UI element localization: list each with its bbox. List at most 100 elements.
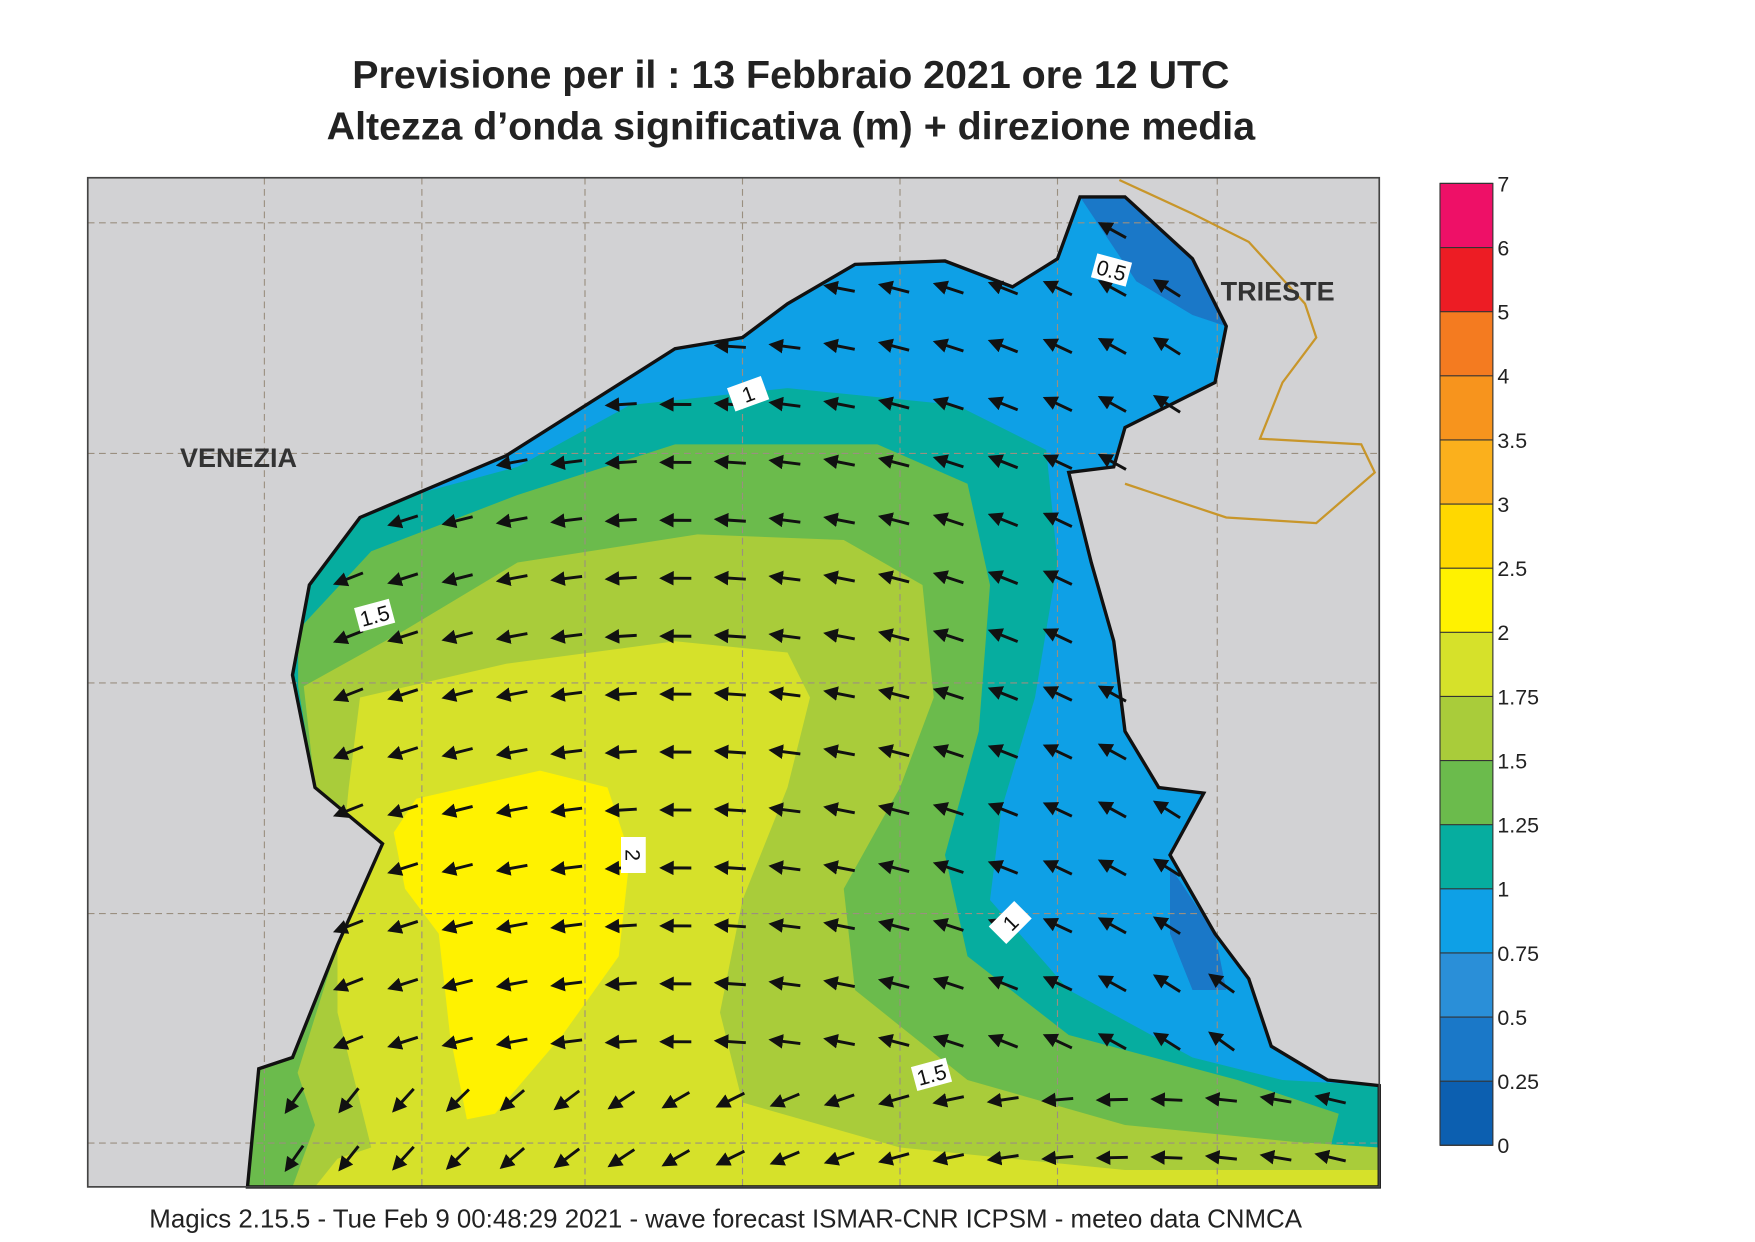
- direction-arrow: [768, 512, 801, 528]
- direction-arrow: [1150, 1150, 1183, 1165]
- direction-arrow: [1042, 628, 1073, 644]
- direction-arrow: [877, 1033, 910, 1049]
- direction-arrow: [604, 397, 637, 412]
- colorbar-band: [1440, 504, 1493, 569]
- direction-arrow: [877, 396, 910, 411]
- direction-arrow: [987, 686, 1019, 701]
- direction-arrow: [661, 1149, 691, 1167]
- direction-arrow: [823, 280, 856, 296]
- direction-arrow: [1259, 1091, 1292, 1107]
- direction-arrow: [495, 1035, 528, 1050]
- direction-arrow: [1097, 338, 1127, 355]
- colorbar-band: [1440, 1017, 1493, 1082]
- direction-arrow: [713, 802, 746, 818]
- colorbar-band: [1440, 888, 1493, 953]
- direction-arrow: [387, 977, 419, 992]
- direction-arrow: [1097, 801, 1127, 819]
- direction-arrow: [823, 570, 856, 585]
- label-box: [988, 901, 1032, 944]
- direction-arrow: [713, 860, 746, 876]
- direction-arrow: [1097, 917, 1127, 935]
- colorbar-tick-label: 0: [1497, 1134, 1509, 1158]
- direction-arrow: [441, 803, 473, 818]
- direction-arrow: [932, 686, 964, 701]
- direction-arrow: [441, 571, 473, 587]
- direction-arrow: [607, 1090, 636, 1110]
- direction-arrow: [823, 686, 856, 701]
- direction-arrow: [495, 861, 528, 876]
- direction-arrow: [550, 976, 583, 992]
- label-text: 2: [621, 849, 645, 861]
- direction-arrow: [1041, 1092, 1074, 1108]
- direction-arrow: [441, 629, 473, 644]
- direction-arrow: [1204, 1092, 1238, 1107]
- direction-arrow: [1095, 1150, 1128, 1165]
- direction-arrow: [713, 744, 746, 760]
- direction-arrow: [1314, 1149, 1347, 1165]
- direction-arrow: [284, 1086, 305, 1115]
- direction-arrow: [1097, 453, 1127, 471]
- map-frame: [86, 176, 1381, 1188]
- direction-arrow: [445, 1088, 470, 1112]
- colorbar-tick-label: 1: [1497, 878, 1509, 902]
- direction-arrow: [1152, 279, 1181, 298]
- direction-arrow: [1042, 280, 1073, 297]
- direction-arrow: [713, 686, 746, 702]
- direction-arrow: [877, 570, 910, 585]
- direction-arrow: [878, 1093, 910, 1108]
- direction-arrow: [604, 976, 637, 992]
- direction-arrow: [823, 1034, 856, 1049]
- direction-arrow: [550, 745, 583, 760]
- label-box: [1090, 253, 1133, 287]
- direction-arrow: [332, 1035, 364, 1050]
- direction-arrow: [823, 802, 856, 817]
- direction-arrow: [441, 513, 473, 529]
- direction-arrow: [713, 454, 746, 470]
- direction-arrow: [715, 1091, 746, 1108]
- direction-arrow: [1150, 1092, 1183, 1107]
- direction-arrow: [441, 919, 473, 934]
- direction-arrow: [877, 454, 910, 469]
- direction-arrow: [823, 918, 856, 933]
- colorbar-tick-label: 0.5: [1497, 1006, 1527, 1030]
- direction-arrow: [387, 688, 419, 702]
- direction-arrow: [1041, 1150, 1074, 1166]
- contour-label: 1: [726, 375, 770, 412]
- colorbar-band: [1440, 439, 1493, 504]
- colorbar-tick-label: 1.5: [1497, 749, 1527, 773]
- direction-arrow: [1042, 512, 1073, 528]
- direction-arrow: [604, 1034, 637, 1050]
- direction-arrow: [550, 803, 583, 818]
- direction-arrow: [932, 454, 964, 469]
- direction-arrow: [1152, 395, 1181, 414]
- direction-arrow: [932, 570, 964, 585]
- direction-arrow: [1042, 338, 1073, 355]
- direction-arrow: [1042, 396, 1073, 412]
- colorbar-tick-label: 2.5: [1497, 557, 1527, 581]
- direction-arrow: [877, 802, 910, 817]
- direction-arrow: [987, 628, 1019, 643]
- direction-arrow: [932, 338, 964, 353]
- colorbar-tick-label: 4: [1497, 365, 1509, 389]
- colorbar-band: [1440, 247, 1493, 312]
- direction-arrow: [1097, 975, 1127, 993]
- contour-label: 0.5: [1090, 253, 1133, 287]
- direction-arrow: [332, 571, 364, 587]
- direction-arrow: [987, 1033, 1019, 1049]
- colorbar-tick-label: 0.25: [1497, 1070, 1539, 1094]
- direction-arrow: [387, 572, 419, 587]
- colorbar-tick-label: 1.25: [1497, 814, 1539, 838]
- direction-arrow: [550, 687, 583, 702]
- direction-arrow: [392, 1145, 415, 1171]
- colorbar-band: [1440, 696, 1493, 761]
- colorbar-band: [1440, 952, 1493, 1017]
- direction-arrow: [878, 1151, 910, 1166]
- direction-arrow: [550, 861, 583, 876]
- direction-arrow: [332, 977, 364, 992]
- direction-arrow: [1042, 860, 1073, 876]
- colorbar-band: [1440, 375, 1493, 440]
- direction-arrow: [1042, 454, 1073, 470]
- contour-label: 2: [621, 837, 646, 873]
